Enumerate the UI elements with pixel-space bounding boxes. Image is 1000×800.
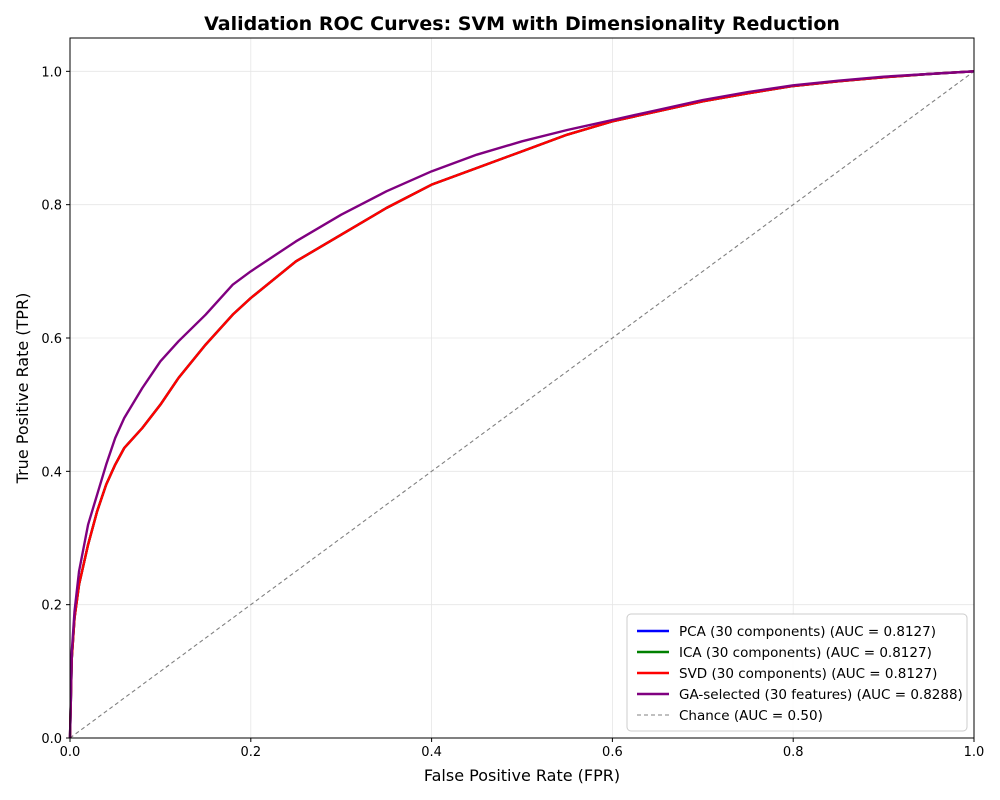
y-tick-label: 1.0 (41, 65, 62, 80)
legend-label: ICA (30 components) (AUC = 0.8127) (679, 645, 932, 661)
x-tick-label: 0.8 (783, 745, 804, 760)
legend-label: PCA (30 components) (AUC = 0.8127) (679, 624, 936, 640)
y-tick-label: 0.0 (41, 732, 62, 747)
y-tick-label: 0.4 (41, 465, 62, 480)
series-line-3 (68, 70, 975, 739)
x-axis-label: False Positive Rate (FPR) (424, 766, 620, 785)
series-layer (68, 70, 975, 739)
legend: PCA (30 components) (AUC = 0.8127) ICA (3… (626, 613, 968, 732)
x-tick-label: 1.0 (964, 745, 985, 760)
legend-label: GA-selected (30 features) (AUC = 0.8288) (679, 687, 963, 703)
x-tick-label: 0.2 (240, 745, 261, 760)
x-tick-label: 0.0 (60, 745, 81, 760)
plot-frame (69, 37, 975, 739)
y-tick-label: 0.6 (41, 332, 62, 347)
legend-label: SVD (30 components) (AUC = 0.8127) (679, 666, 937, 682)
y-tick-label: 0.8 (41, 199, 62, 214)
series-line-2 (68, 70, 975, 739)
grid (69, 38, 975, 739)
series-line-4 (69, 70, 975, 739)
y-axis-label: True Positive Rate (TPR) (13, 293, 32, 485)
ticks: 0.0 0.2 0.4 0.6 0.8 1.0 0.0 0.2 0.4 0.6 0.8 1.0 (41, 65, 984, 760)
legend-box (626, 613, 968, 732)
x-tick-label: 0.6 (602, 745, 623, 760)
x-tick-label: 0.4 (421, 745, 442, 760)
legend-label: Chance (AUC = 0.50) (679, 708, 823, 724)
chance-line-layer (69, 70, 975, 739)
y-tick-label: 0.2 (41, 599, 62, 614)
chart-title: Validation ROC Curves: SVM with Dimensio… (204, 13, 840, 35)
